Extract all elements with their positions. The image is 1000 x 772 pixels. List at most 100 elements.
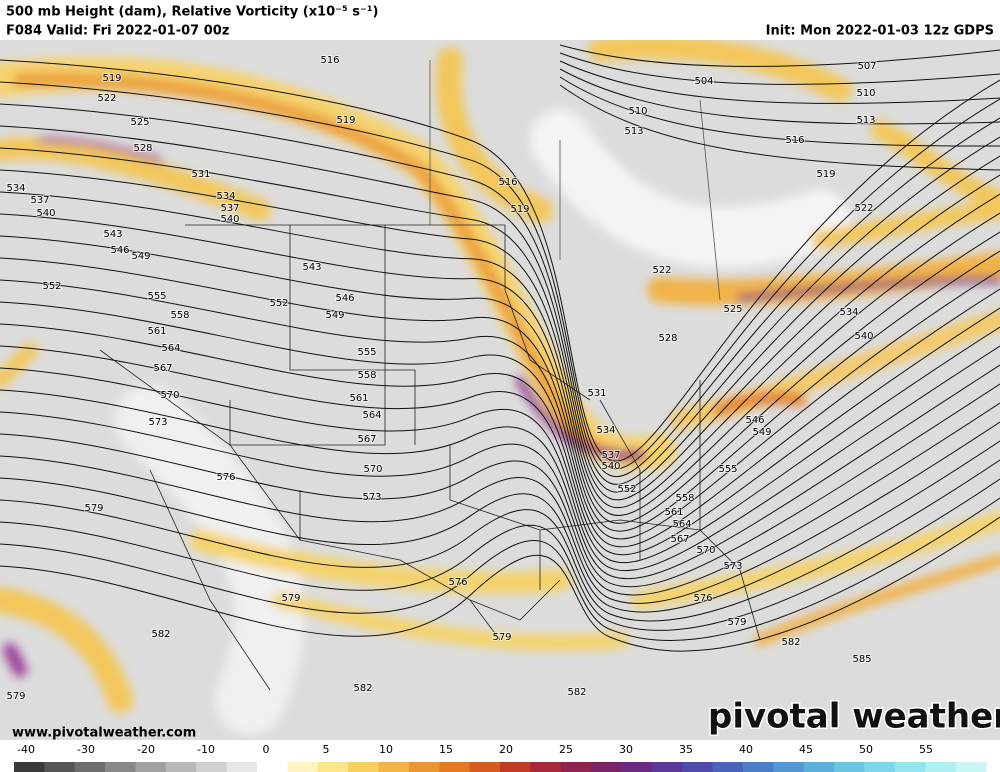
contour-label: 552 — [617, 484, 636, 495]
colorbar-tick-label: 50 — [859, 743, 873, 756]
colorbar-swatch — [560, 762, 592, 772]
init-time: Init: Mon 2022-01-03 12z GDPS — [766, 24, 994, 39]
height-contour — [0, 402, 1000, 596]
height-contour — [0, 516, 1000, 652]
contour-label: 540 — [36, 208, 55, 219]
colorbar-swatch — [834, 762, 865, 772]
state-borders — [99, 60, 761, 691]
colorbar-swatch — [864, 762, 896, 772]
contour-label: 558 — [170, 310, 189, 321]
colorbar-swatch — [530, 762, 562, 772]
height-contour — [0, 307, 1000, 556]
contour-label: 537 — [220, 203, 239, 214]
contour-label: 519 — [336, 115, 355, 126]
contour-label: 528 — [133, 143, 152, 154]
height-contours — [0, 44, 1000, 652]
contour-label: 519 — [102, 73, 121, 84]
height-contour — [0, 212, 1000, 516]
colorbar-tick-label: -10 — [197, 743, 215, 756]
contour-label: 549 — [131, 251, 150, 262]
contour-label: 519 — [816, 169, 835, 180]
colorbar-tick-label: 20 — [499, 743, 513, 756]
contour-label: 576 — [693, 593, 712, 604]
colorbar-swatch — [348, 762, 379, 772]
colorbar-swatch — [14, 762, 45, 772]
height-contour — [559, 84, 1000, 171]
contour-label: 582 — [353, 683, 372, 694]
colorbar-tick-label: 55 — [919, 743, 933, 756]
contour-label: 516 — [785, 135, 804, 146]
height-contour — [0, 81, 1000, 470]
contour-label: 570 — [160, 390, 179, 401]
contour-label: 534 — [216, 191, 235, 202]
colorbar-swatch — [317, 762, 349, 772]
colorbar-swatch — [196, 762, 228, 772]
colorbar-swatch — [712, 762, 744, 772]
colorbar-swatch — [165, 762, 197, 772]
colorbar-swatch — [743, 762, 774, 772]
height-contour — [0, 250, 1000, 532]
contour-label: 573 — [362, 492, 381, 503]
colorbar-swatch — [591, 762, 622, 772]
contour-label: 573 — [723, 561, 742, 572]
height-contour — [0, 497, 1000, 641]
height-contour — [0, 147, 1000, 493]
height-contour — [0, 459, 1000, 622]
contour-label: 579 — [6, 691, 25, 702]
contour-label: 564 — [161, 343, 180, 354]
contour-label: 564 — [672, 519, 691, 530]
contour-label: 531 — [587, 388, 606, 399]
contour-label: 567 — [357, 434, 376, 445]
contour-label: 555 — [357, 347, 376, 358]
contour-label: 540 — [220, 214, 239, 225]
contour-label: 576 — [216, 472, 235, 483]
contour-label: 561 — [664, 507, 683, 518]
height-contour — [0, 288, 1000, 548]
colorbar-tick-label: 25 — [559, 743, 573, 756]
contour-label: 534 — [6, 183, 25, 194]
colorbar-swatch — [378, 762, 410, 772]
website: www.pivotalweather.com — [12, 726, 196, 741]
contour-label: 519 — [510, 204, 529, 215]
height-contour — [0, 421, 1000, 604]
contour-label: 570 — [363, 464, 382, 475]
contour-label: 510 — [628, 106, 647, 117]
contour-label: 534 — [596, 425, 615, 436]
contour-labels: 5195225255285315345375405345375405435465… — [5, 54, 877, 703]
colorbar-swatch — [44, 762, 76, 772]
colorbar-swatch — [287, 762, 319, 772]
map: 5195225255285315345375405345375405435465… — [0, 40, 1000, 740]
colorbar-tick-label: -20 — [137, 743, 155, 756]
contour-label: 534 — [839, 307, 858, 318]
contour-label: 567 — [153, 363, 172, 374]
colorbar-tick-label: 45 — [799, 743, 813, 756]
colorbar-swatch — [408, 762, 440, 772]
height-contour — [559, 68, 1000, 125]
contour-label: 555 — [718, 464, 737, 475]
contour-label: 552 — [269, 298, 288, 309]
colorbar-swatch — [773, 762, 805, 772]
colorbar-swatch — [439, 762, 471, 772]
colorbar-swatch — [803, 762, 835, 772]
colorbar-swatch — [621, 762, 653, 772]
contour-label: 513 — [624, 126, 643, 137]
contour-label: 531 — [191, 169, 210, 180]
contour-label: 546 — [745, 415, 764, 426]
contour-label: 510 — [856, 88, 875, 99]
height-contour — [0, 125, 1000, 485]
contour-label: 522 — [854, 203, 873, 214]
contour-label: 582 — [781, 637, 800, 648]
colorbar-swatch — [651, 762, 683, 772]
header-band — [0, 0, 1000, 40]
colorbar-tick-label: 15 — [439, 743, 453, 756]
colorbar-swatch — [682, 762, 714, 772]
contour-label: 522 — [97, 93, 116, 104]
contour-label: 513 — [856, 115, 875, 126]
contour-label: 543 — [103, 229, 122, 240]
colorbar-tick-label: 10 — [379, 743, 393, 756]
contour-label: 546 — [335, 293, 354, 304]
contour-label: 525 — [723, 304, 742, 315]
contour-label: 567 — [670, 534, 689, 545]
contour-label: 570 — [696, 545, 715, 556]
